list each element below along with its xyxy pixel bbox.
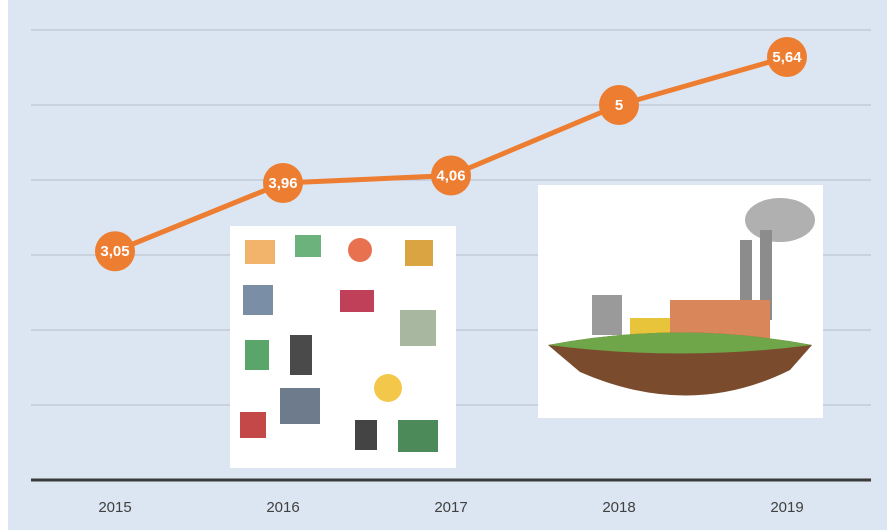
chart: 2015 2016 2017 2018 2019 3,05 3,96 4,06 5 5,64 — [0, 0, 887, 530]
illustration-factory — [538, 185, 823, 418]
data-label: 5,64 — [772, 49, 802, 66]
x-tick-label: 2015 — [98, 499, 131, 516]
x-tick-label: 2016 — [266, 499, 299, 516]
x-tick-label: 2018 — [602, 499, 635, 516]
data-label: 4,06 — [436, 167, 465, 184]
x-tick-label: 2019 — [770, 499, 803, 516]
data-label: 3,05 — [100, 243, 129, 260]
data-label: 3,96 — [268, 175, 297, 192]
illustration-finance — [230, 226, 456, 468]
data-label: 5 — [615, 97, 623, 114]
page: 201520162017201820193,053,964,0655,64 ((… — [0, 0, 887, 530]
x-tick-label: 2017 — [434, 499, 467, 516]
